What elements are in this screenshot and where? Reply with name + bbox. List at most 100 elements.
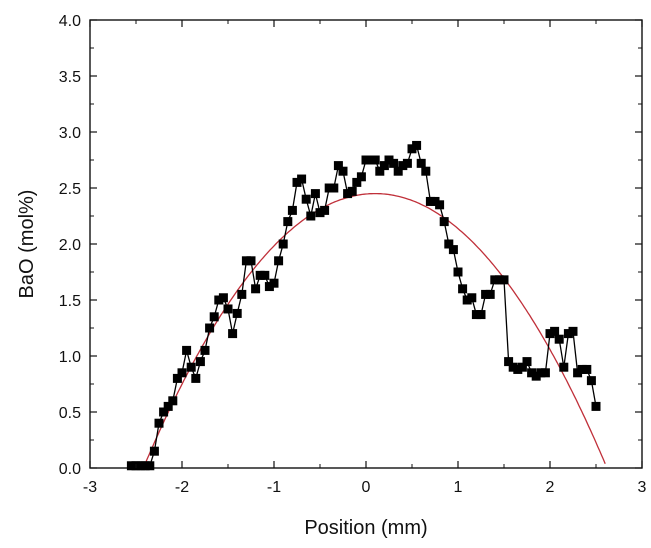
- y-tick-label: 0.0: [59, 461, 81, 478]
- data-point: [209, 312, 219, 322]
- data-point: [582, 364, 592, 374]
- data-point: [384, 155, 394, 165]
- data-point: [145, 461, 155, 471]
- data-point: [435, 200, 445, 210]
- fit-curve: [142, 192, 606, 469]
- x-tick-label: 1: [454, 479, 463, 496]
- data-point: [338, 166, 348, 176]
- data-point: [545, 329, 555, 339]
- data-point: [462, 295, 472, 305]
- data-point: [177, 368, 187, 378]
- y-tick-label: 4.0: [59, 13, 81, 30]
- data-point: [527, 368, 537, 378]
- data-point: [389, 158, 399, 168]
- data-point: [366, 155, 376, 165]
- data-point: [398, 161, 408, 171]
- data-point: [324, 183, 334, 193]
- data-point: [458, 284, 468, 294]
- data-point: [550, 326, 560, 336]
- data-point: [329, 183, 339, 193]
- data-point: [126, 461, 136, 471]
- data-point: [421, 166, 431, 176]
- axis-ticks: -3 -2 -1 0 1 2 3 0.0 0.5 1.0 1.5 2.0 2.5 3.0 3.5 4.0: [59, 13, 647, 496]
- data-point: [191, 373, 201, 383]
- data-point: [168, 396, 178, 406]
- data-point: [195, 357, 205, 367]
- data-point: [232, 308, 242, 318]
- y-tick-label: 2.5: [59, 181, 81, 198]
- y-tick-label: 1.0: [59, 349, 81, 366]
- data-point: [444, 239, 454, 249]
- x-tick-label: 0: [362, 479, 371, 496]
- data-point: [439, 217, 449, 227]
- data-point: [255, 270, 265, 280]
- data-point: [136, 461, 146, 471]
- data-point: [375, 166, 385, 176]
- data-point: [292, 177, 302, 187]
- data-point: [504, 357, 514, 367]
- data-point: [393, 166, 403, 176]
- x-axis-title: Position (mm): [304, 517, 427, 539]
- data-point: [352, 177, 362, 187]
- data-point: [407, 144, 417, 154]
- y-tick-label: 2.0: [59, 237, 81, 254]
- data-point: [159, 407, 169, 417]
- data-point: [467, 293, 477, 303]
- data-point: [536, 368, 546, 378]
- y-tick-label: 3.0: [59, 125, 81, 142]
- data-point: [278, 239, 288, 249]
- data-point: [237, 289, 247, 299]
- data-point: [412, 140, 422, 150]
- data-point: [154, 418, 164, 428]
- y-axis-title: BaO (mol%): [16, 190, 38, 299]
- data-point: [310, 189, 320, 199]
- data-point: [540, 368, 550, 378]
- data-point: [554, 334, 564, 344]
- x-tick-label: -3: [83, 479, 97, 496]
- data-point: [379, 161, 389, 171]
- data-point: [453, 267, 463, 277]
- y-tick-label: 0.5: [59, 405, 81, 422]
- data-point: [476, 310, 486, 320]
- data-point: [218, 293, 228, 303]
- data-point: [228, 329, 238, 339]
- x-tick-label: -1: [267, 479, 281, 496]
- data-point: [559, 362, 569, 372]
- y-tick-label: 1.5: [59, 293, 81, 310]
- data-point: [416, 158, 426, 168]
- data-point: [531, 371, 541, 381]
- data-point: [586, 376, 596, 386]
- data-point: [172, 373, 182, 383]
- x-tick-label: -2: [175, 479, 189, 496]
- data-point: [573, 368, 583, 378]
- data-point: [140, 461, 150, 471]
- data-point: [481, 289, 491, 299]
- data-point: [306, 211, 316, 221]
- data-point: [577, 364, 587, 374]
- data-point: [517, 362, 527, 372]
- data-point: [499, 275, 509, 285]
- data-point: [563, 329, 573, 339]
- data-point: [251, 284, 261, 294]
- data-point: [214, 295, 224, 305]
- data-point: [490, 275, 500, 285]
- x-tick-label: 3: [638, 479, 647, 496]
- data-point: [269, 278, 279, 288]
- data-point: [430, 196, 440, 206]
- data-point: [205, 323, 215, 333]
- data-point: [301, 194, 311, 204]
- data-point: [513, 364, 523, 374]
- data-point: [402, 158, 412, 168]
- data-point: [522, 357, 532, 367]
- data-point: [485, 289, 495, 299]
- data-point: [508, 362, 518, 372]
- data-point: [287, 205, 297, 215]
- data-point: [186, 362, 196, 372]
- data-point: [200, 345, 210, 355]
- data-point: [297, 174, 307, 184]
- x-tick-label: 2: [546, 479, 555, 496]
- data-point: [494, 275, 504, 285]
- data-point: [361, 155, 371, 165]
- data-point: [274, 256, 284, 266]
